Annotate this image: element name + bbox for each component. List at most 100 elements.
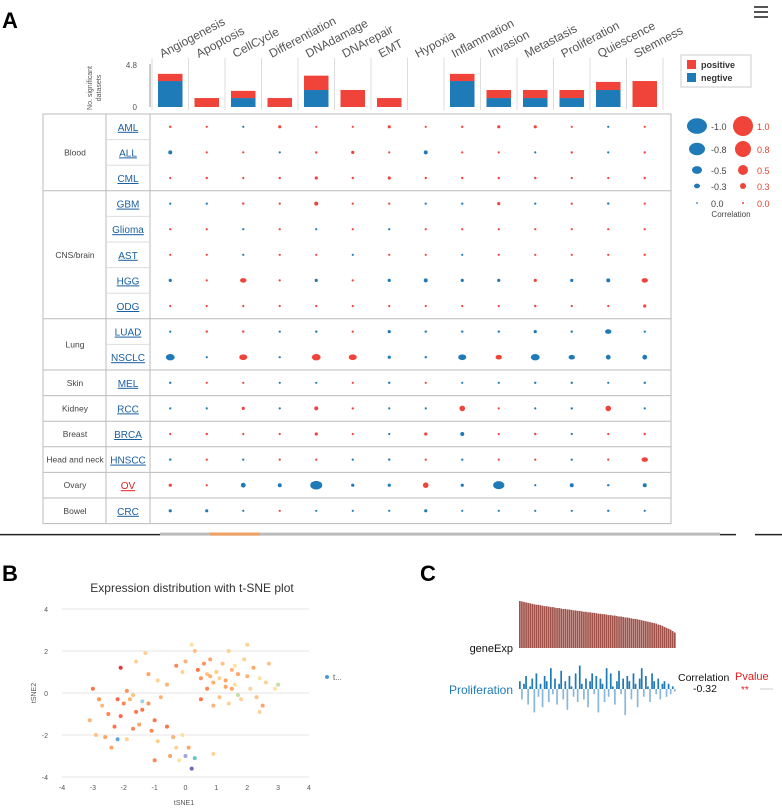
tsne-point — [214, 670, 219, 674]
dataset-link-all[interactable]: ALL — [119, 148, 137, 159]
dataset-link-hnscc[interactable]: HNSCC — [110, 456, 146, 467]
dataset-link-ov[interactable]: OV — [121, 481, 136, 492]
dataset-link-nsclc[interactable]: NSCLC — [111, 353, 145, 364]
tsne-point — [208, 657, 213, 662]
correlation-bubble-odg-inflammation — [461, 304, 464, 308]
gene-exp-bar — [587, 612, 589, 648]
gene-exp-bar — [533, 604, 536, 648]
correlation-bubble-glioma-apoptosis — [205, 228, 208, 231]
bar-y-axis-label: No. significant datasets — [87, 66, 103, 110]
correlation-bubble-crc-stemness — [643, 509, 646, 512]
correlation-bubble-all-quiescence — [607, 151, 610, 154]
tsne-point — [164, 724, 169, 729]
bar-legend-swatch-positive — [687, 60, 696, 69]
corr-legend-bubble-negative — [687, 118, 707, 134]
dataset-link-luad[interactable]: LUAD — [115, 328, 142, 339]
proliferation-bar — [583, 689, 585, 700]
tsne-point — [180, 733, 185, 737]
dataset-link-brca[interactable]: BRCA — [114, 430, 142, 441]
correlation-bubble-aml-proliferation — [570, 125, 573, 128]
gene-exp-bar — [541, 605, 544, 648]
correlation-bubble-brca-proliferation — [570, 432, 573, 436]
correlation-bubble-rcc-differentiation — [278, 407, 281, 410]
corr-legend-bubble-positive — [738, 165, 748, 175]
tsne-point — [211, 751, 216, 756]
bar-y-axis-label-line: datasets — [96, 74, 103, 101]
tsne-point — [220, 661, 225, 666]
bar-positive-apoptosis — [194, 98, 219, 107]
corr-legend-label-negative: -1.0 — [711, 122, 727, 132]
bar-y-tick: 0 — [133, 103, 138, 112]
correlation-bubble-aml-inflammation — [461, 125, 464, 128]
dataset-link-hgg[interactable]: HGG — [117, 276, 140, 287]
gene-exp-bar — [667, 628, 670, 648]
correlation-bubble-odg-emt — [388, 304, 391, 308]
proliferation-bar — [628, 681, 631, 689]
gene-exp-bar — [576, 610, 579, 648]
gene-exp-bar — [645, 621, 647, 648]
correlation-bubble-hgg-apoptosis — [205, 279, 208, 282]
corr-legend-label-positive: 1.0 — [757, 122, 770, 132]
correlation-bubble-rcc-metastasis — [534, 407, 537, 410]
correlation-bubble-crc-inflammation — [461, 509, 464, 512]
correlation-bubble-ov-inflammation — [460, 483, 464, 487]
correlation-bubble-hnscc-differentiation — [278, 458, 281, 461]
dataset-link-odg[interactable]: ODG — [117, 302, 140, 313]
correlation-bubble-nsclc-angiogenesis — [165, 354, 175, 361]
dataset-link-rcc[interactable]: RCC — [117, 404, 139, 415]
tsne-point — [146, 672, 151, 677]
correlation-bubble-gbm-hypoxia — [424, 202, 427, 205]
correlation-bubble-glioma-cellcycle — [242, 228, 245, 231]
tsne-point — [171, 735, 176, 740]
correlation-bubble-mel-metastasis — [534, 381, 537, 384]
gene-exp-bar — [638, 619, 641, 648]
correlation-bubble-glioma-invasion — [497, 228, 500, 231]
gene-exp-bar — [585, 611, 587, 648]
correlation-bubble-rcc-apoptosis — [205, 407, 208, 410]
correlation-bubble-hnscc-metastasis — [534, 458, 537, 461]
group-label-head-and-neck: Head and neck — [46, 455, 104, 465]
correlation-bubble-nsclc-invasion — [495, 354, 502, 360]
proliferation-bar — [663, 681, 666, 689]
correlation-bubble-all-dnadamage — [315, 151, 318, 154]
dataset-link-cml[interactable]: CML — [117, 174, 139, 185]
gene-exp-bar — [597, 613, 600, 648]
tsne-point — [189, 642, 194, 647]
corr-legend-bubble-positive — [733, 116, 753, 136]
correlation-bubble-all-cellcycle — [242, 151, 245, 154]
scroll-thumb — [210, 532, 260, 536]
hamburger-menu-icon[interactable] — [754, 6, 768, 18]
tsne-point — [134, 659, 139, 664]
dataset-link-gbm[interactable]: GBM — [117, 200, 140, 211]
corr-legend-label-positive: 0.0 — [757, 199, 770, 209]
correlation-bubble-cml-stemness — [643, 176, 646, 180]
correlation-bubble-brca-apoptosis — [205, 432, 208, 436]
dataset-link-aml[interactable]: AML — [118, 123, 139, 134]
tsne-point — [164, 682, 169, 687]
gene-exp-bar — [655, 623, 658, 648]
correlation-bubble-hnscc-apoptosis — [205, 458, 208, 461]
proliferation-bar — [556, 689, 558, 705]
pathway-label-hypoxia: Hypoxia — [413, 28, 458, 61]
dataset-link-ast[interactable]: AST — [118, 251, 137, 262]
tsne-point — [115, 697, 120, 702]
proliferation-bar — [611, 686, 614, 689]
correlation-bubble-cml-hypoxia — [424, 176, 427, 180]
gene-exp-bar — [558, 608, 560, 648]
tsne-point — [131, 726, 136, 731]
gene-exp-bar — [525, 602, 527, 648]
dataset-link-crc[interactable]: CRC — [117, 507, 139, 518]
bar-positive-dnadamage — [304, 75, 329, 90]
tsne-point — [226, 701, 231, 706]
dataset-link-mel[interactable]: MEL — [118, 379, 139, 390]
dataset-link-glioma[interactable]: Glioma — [112, 225, 144, 236]
group-label-breast: Breast — [63, 429, 88, 439]
correlation-bubble-ov-metastasis — [534, 484, 537, 487]
correlation-bubble-aml-dnadamage — [315, 125, 318, 128]
correlation-bubble-gbm-angiogenesis — [169, 202, 172, 205]
correlation-bubble-ast-cellcycle — [242, 253, 245, 256]
correlation-bubble-crc-cellcycle — [242, 509, 245, 512]
group-label-cns-brain: CNS/brain — [55, 250, 94, 260]
bar-legend-label-negative: negtive — [701, 73, 733, 83]
tsne-point — [192, 756, 197, 761]
